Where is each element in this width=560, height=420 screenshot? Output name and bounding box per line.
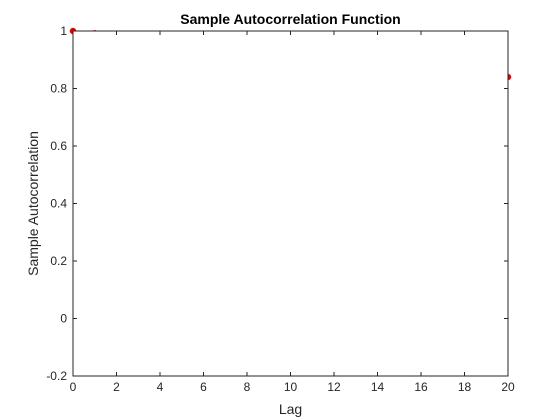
- x-tick-label: 16: [414, 380, 428, 394]
- x-tick-label: 2: [113, 380, 120, 394]
- chart-title: Sample Autocorrelation Function: [180, 11, 400, 27]
- x-tick-label: 6: [200, 380, 207, 394]
- x-tick-label: 4: [157, 380, 164, 394]
- x-tick-label: 8: [244, 380, 251, 394]
- x-tick-label: 20: [501, 380, 515, 394]
- y-tick-label: 0.2: [50, 254, 67, 268]
- x-tick-label: 14: [371, 380, 385, 394]
- y-tick-label: -0.2: [46, 369, 67, 383]
- y-tick-label: 0.4: [50, 197, 67, 211]
- axis-ticks: 0 2 4 6 8 10 12 14 16 18 20-0.200.20.40.60.81: [46, 24, 515, 394]
- x-tick-label: 10: [284, 380, 298, 394]
- y-tick-label: 1: [60, 24, 67, 38]
- x-tick-label: 18: [458, 380, 472, 394]
- x-tick-label: 0: [70, 380, 77, 394]
- y-tick-label: 0.8: [50, 82, 67, 96]
- y-tick-label: 0: [60, 312, 67, 326]
- x-tick-label: 12: [327, 380, 341, 394]
- y-tick-label: 0.6: [50, 139, 67, 153]
- x-axis-label: Lag: [279, 401, 302, 417]
- plot-frame: [72, 30, 509, 377]
- y-axis-label: Sample Autocorrelation: [25, 131, 41, 276]
